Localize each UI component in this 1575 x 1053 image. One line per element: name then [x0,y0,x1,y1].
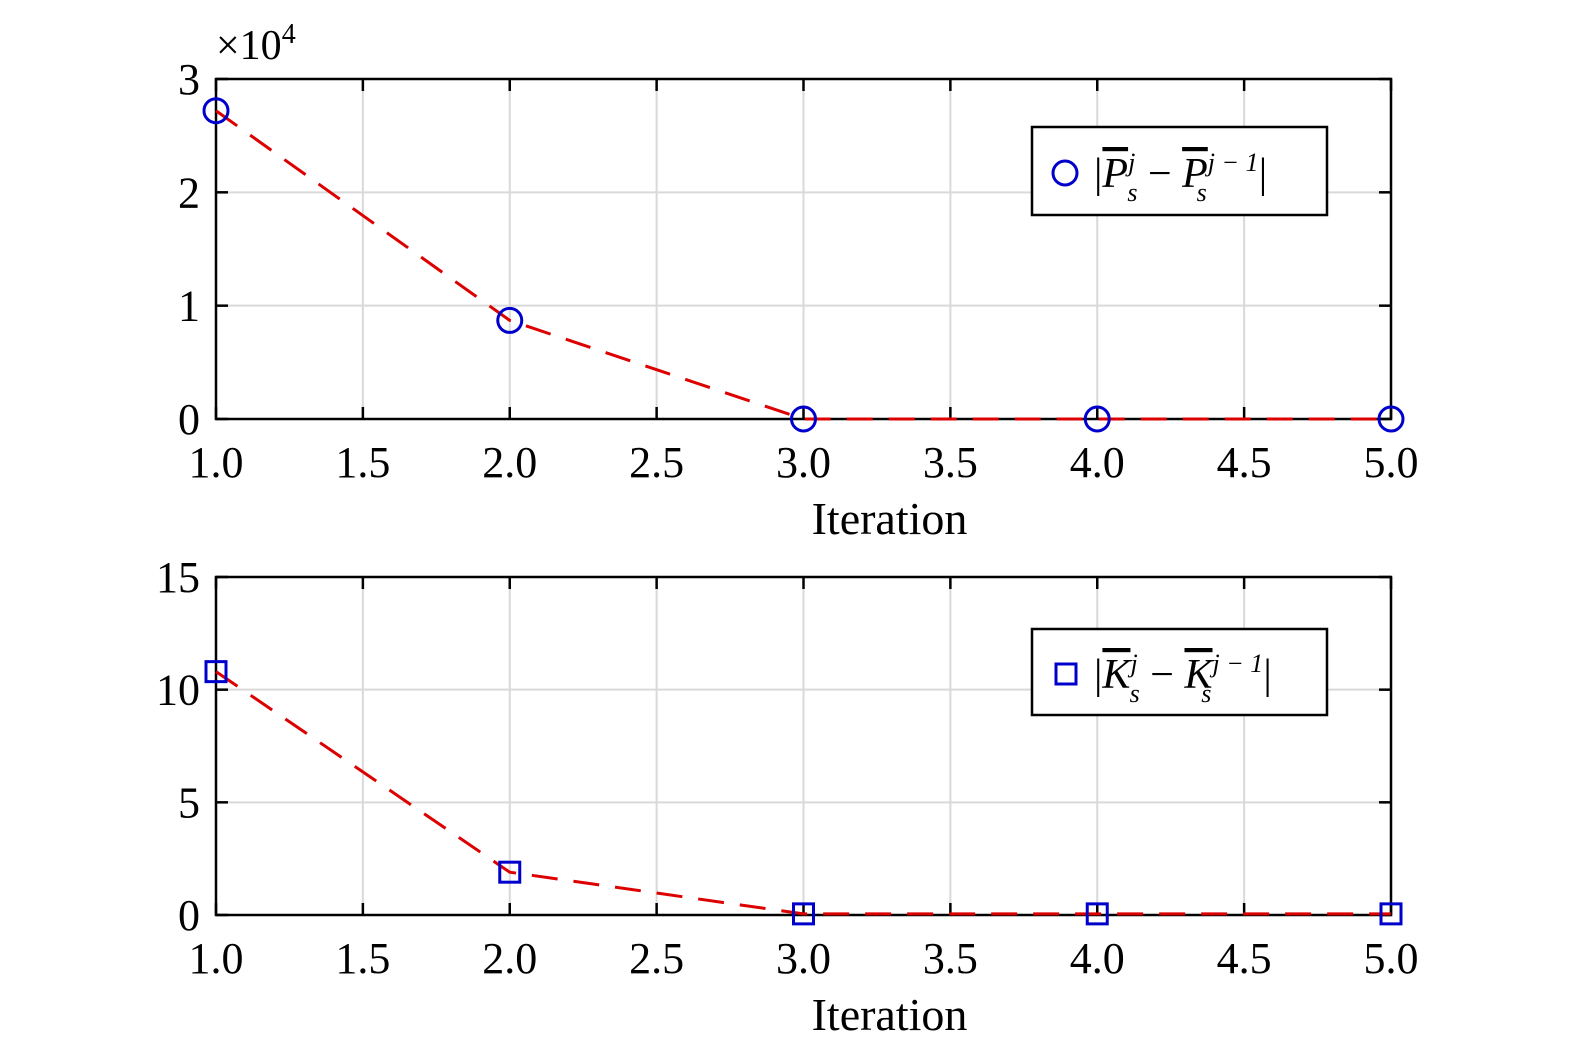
y-tick-label: 5 [178,778,200,827]
x-tick-label: 4.0 [1070,438,1125,487]
x-tick-label: 2.0 [482,934,537,983]
x-tick-label: 3.0 [776,934,831,983]
top-chart-panel: 1.0 1.5 2.0 2.5 3.0 3.5 4.0 4.5 5.0 0 1 2 3 Iteration… [178,19,1419,544]
y-tick-label: 1 [178,282,200,331]
data-point-square [498,860,522,884]
x-tick-label: 2.0 [482,438,537,487]
y-tick-label: 0 [178,891,200,940]
legend-marker-circle [1051,159,1079,187]
x-tick-label: 1.0 [189,934,244,983]
data-point-square [1085,902,1109,926]
legend: |Kj s − Kj − 1 s | [1030,627,1329,717]
x-tick-label: 1.0 [189,438,244,487]
x-tick-label: 2.5 [629,934,684,983]
data-point-circle [496,306,524,334]
x-tick-label: 3.5 [923,438,978,487]
x-tick-label: 4.5 [1217,438,1272,487]
legend-marker-square [1054,662,1078,686]
data-point-circle [1083,405,1111,433]
x-tick-label: 1.5 [335,438,390,487]
x-tick-label: 5.0 [1364,438,1419,487]
data-point-circle [1377,405,1405,433]
data-point-square [792,902,815,926]
legend: |Pj s − Pj − 1 s | [1030,125,1329,217]
legend-box [1030,627,1329,717]
series-line [215,109,1391,421]
x-tick-label: 3.5 [923,934,978,983]
bottom-chart-panel: 1.0 1.5 2.0 2.5 3.0 3.5 4.0 4.5 5.0 0 5 10 15 Iterati… [156,553,1419,1040]
y-exponent-label: ×104 [216,19,296,69]
x-tick-label: 3.0 [776,438,831,487]
x-tick-label: 1.5 [335,934,390,983]
y-tick-label: 0 [178,395,200,444]
y-tick-label: 3 [178,55,200,104]
series-line [215,670,1391,916]
x-tick-label: 5.0 [1364,934,1419,983]
x-tick-label: 4.5 [1217,934,1272,983]
x-tick-label: 2.5 [629,438,684,487]
legend-label: |Pj s − Pj − 1 s | [1094,148,1267,207]
legend-box [1030,125,1329,217]
legend-label: |Kj s − Kj − 1 s | [1094,649,1272,708]
data-point-circle [790,405,817,433]
data-point-circle [202,97,230,125]
y-tick-label: 2 [178,168,200,217]
x-tick-label: 4.0 [1070,934,1125,983]
y-tick-label: 10 [156,666,200,715]
x-axis-label: Iteration [812,493,968,544]
y-tick-label: 15 [156,553,200,602]
x-axis-label: Iteration [812,989,968,1040]
data-point-square [204,660,228,684]
data-point-square [1379,902,1403,926]
